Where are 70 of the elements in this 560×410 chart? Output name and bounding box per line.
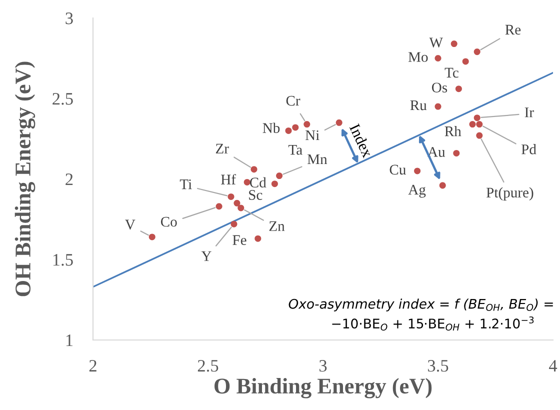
y-axis-title: OH Binding Energy (eV) — [14, 62, 36, 296]
annotation: Ir — [524, 108, 534, 118]
y-tick-label: 1.5 — [53, 254, 73, 266]
annotation: Rh — [444, 126, 462, 136]
annotation: Cd — [250, 177, 266, 188]
annotation: Co — [160, 216, 177, 227]
annotation: V — [125, 220, 136, 230]
annotation: Y — [201, 251, 212, 261]
point — [434, 54, 442, 62]
x-tick-label: 2.5 — [198, 360, 218, 372]
x-tick-label: 3 — [319, 360, 327, 372]
annotation: Zn — [269, 221, 285, 231]
point — [462, 58, 469, 65]
annotation: Zr — [216, 144, 229, 154]
annotation: Index — [349, 122, 374, 158]
annotation: Hf — [221, 174, 236, 184]
annotation: Ta — [288, 145, 302, 155]
point — [292, 124, 299, 131]
point — [414, 168, 421, 174]
annotation: Ni — [305, 130, 320, 140]
annotation: Mo — [408, 52, 428, 62]
annotation: Oxo-asymmetry index = f (BE$_{OH}$, BE$_{O}$) = — [288, 298, 553, 312]
point — [434, 103, 442, 110]
annotation: Tc — [444, 68, 458, 78]
x-tick-label: 2 — [89, 360, 96, 372]
annotation: −10·BE$_{O}$ + 15·BE$_{OH}$ + 1.2·10$^{−3}$ — [332, 316, 534, 331]
x-tick-label: 4 — [549, 360, 558, 372]
annotation: Ti — [180, 179, 192, 190]
point — [474, 114, 480, 122]
point — [228, 193, 234, 200]
point — [216, 203, 222, 210]
y-tick-label: 3 — [66, 12, 73, 24]
point — [474, 48, 480, 56]
point — [450, 40, 458, 48]
annotation: W — [429, 38, 443, 48]
y-tick-label: 2 — [66, 174, 73, 186]
point — [476, 121, 483, 128]
point — [304, 121, 310, 128]
annotation: Sc — [249, 190, 262, 200]
point — [476, 132, 483, 139]
y-tick-label: 1 — [66, 334, 73, 346]
annotation: Cr — [286, 96, 300, 106]
annotation: Ru — [410, 100, 427, 110]
annotation: Ag — [408, 184, 426, 198]
annotation: Nb — [262, 122, 280, 133]
y-tick-label: 2.5 — [52, 93, 73, 105]
point — [230, 220, 238, 228]
x-tick-label: 3.5 — [428, 360, 448, 372]
point — [455, 86, 462, 92]
annotation: Pt(pure) — [486, 187, 534, 200]
annotation: Mn — [307, 154, 328, 164]
annotation: Fe — [232, 235, 246, 245]
point — [285, 127, 292, 134]
x-axis-title: O Binding Energy (eV) — [214, 378, 432, 398]
point — [276, 172, 283, 180]
annotation: Re — [505, 24, 521, 35]
point — [148, 234, 156, 240]
point — [254, 235, 262, 242]
point — [238, 204, 244, 212]
annotation: Cu — [390, 164, 406, 175]
point — [453, 150, 460, 156]
point — [244, 178, 250, 186]
annotation: Os — [432, 82, 448, 92]
point — [250, 166, 258, 173]
annotation: Pd — [521, 144, 536, 154]
point — [439, 182, 446, 189]
point — [234, 200, 240, 206]
point — [469, 121, 476, 128]
point — [271, 180, 278, 188]
point — [336, 119, 342, 126]
